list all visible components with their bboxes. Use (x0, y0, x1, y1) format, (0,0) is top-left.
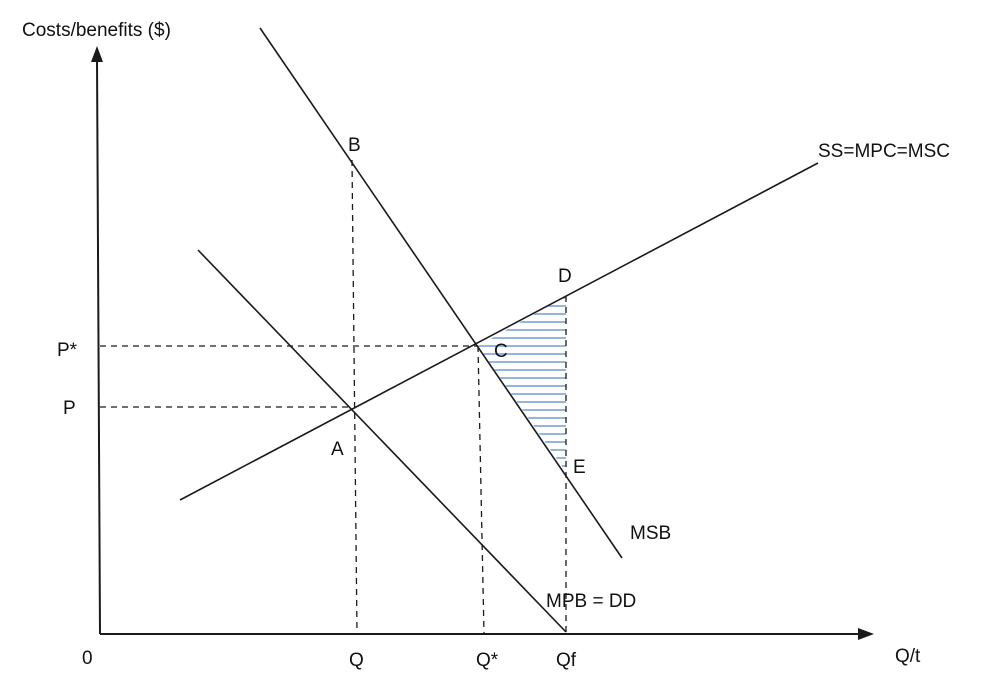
guide-q (351, 159, 358, 635)
demand-curve-label: MPB = DD (546, 591, 636, 612)
msb-curve (259, 27, 623, 559)
point-label-a: A (331, 439, 344, 460)
point-label-c: C (494, 341, 508, 362)
y-axis-title: Costs/benefits ($) (22, 20, 171, 41)
x-tick-q: Q (349, 650, 364, 671)
y-tick-p: P (63, 398, 76, 419)
guide-q-star (477, 345, 485, 635)
y-axis-arrowhead (91, 46, 103, 62)
x-axis-arrowhead (858, 628, 874, 640)
x-tick-qf: Qf (556, 650, 577, 671)
origin-label: 0 (82, 648, 93, 669)
y-axis (96, 57, 101, 635)
x-tick-q-star: Q* (476, 650, 499, 671)
y-tick-p-star: P* (57, 340, 78, 361)
supply-curve (179, 162, 819, 501)
point-label-e: E (573, 457, 586, 478)
welfare-loss-hatch (478, 297, 566, 467)
demand-curve (197, 249, 567, 633)
point-label-b: B (348, 135, 361, 156)
supply-curve-label: SS=MPC=MSC (818, 141, 950, 162)
point-label-d: D (558, 266, 572, 287)
x-axis-title: Q/t (895, 646, 921, 667)
msb-curve-label: MSB (630, 523, 671, 544)
